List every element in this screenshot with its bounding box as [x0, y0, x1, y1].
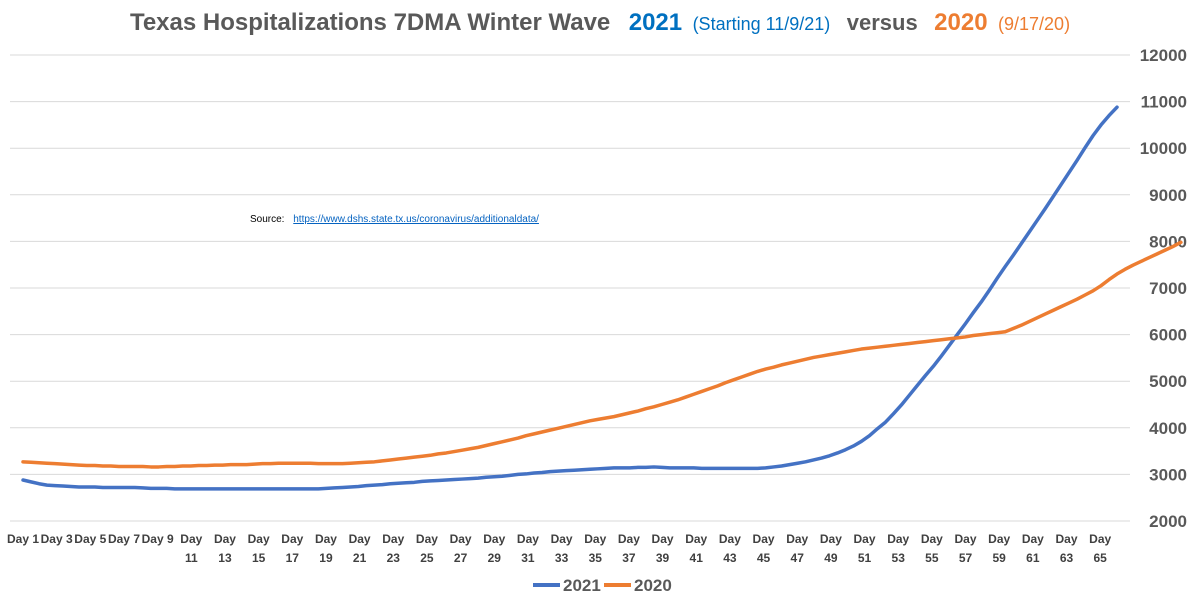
x-tick-label: Day 53	[887, 532, 909, 565]
x-tick-label: Day 41	[685, 532, 707, 565]
y-tick-label: 5000	[1149, 372, 1187, 391]
x-axis: Day 1 Day 3 Day 5 Day 7 Day 9 Day 11 Day 13 Day 15…	[7, 532, 1112, 565]
x-tick-label: Day 5	[74, 532, 106, 546]
source-label: Source:	[250, 214, 284, 225]
x-tick-label: Day 51	[854, 532, 876, 565]
y-tick-label: 6000	[1149, 326, 1187, 345]
x-tick-label: Day 7	[108, 532, 140, 546]
x-tick-label: Day 9	[142, 532, 174, 546]
y-tick-label: 4000	[1149, 419, 1187, 438]
legend: 2021 2020	[533, 576, 672, 595]
legend-2020-label: 2020	[634, 576, 672, 595]
x-tick-label: Day 23	[382, 532, 404, 565]
y-tick-label: 12000	[1140, 46, 1187, 65]
series-line-2021	[21, 105, 1119, 491]
source-link[interactable]: https://www.dshs.state.tx.us/coronavirus…	[293, 214, 539, 225]
source-annotation: Source: https://www.dshs.state.tx.us/cor…	[250, 214, 539, 225]
x-tick-label: Day 3	[41, 532, 73, 546]
x-tick-label: Day 57	[955, 532, 977, 565]
title-main: Texas Hospitalizations 7DMA Winter Wave	[130, 9, 610, 36]
x-tick-label: Day 49	[820, 532, 842, 565]
title-2021-label: 2021	[629, 9, 682, 36]
x-tick-label: Day 31	[517, 532, 539, 565]
x-tick-label: Day 11	[180, 532, 202, 565]
x-tick-label: Day 65	[1089, 532, 1111, 565]
x-tick-label: Day 33	[551, 532, 573, 565]
x-tick-label: Day 25	[416, 532, 438, 565]
x-tick-label: Day 61	[1022, 532, 1044, 565]
y-tick-label: 10000	[1140, 139, 1187, 158]
x-tick-label: Day 17	[281, 532, 303, 565]
title-versus: versus	[847, 10, 918, 35]
x-tick-label: Day 15	[248, 532, 270, 565]
series-group	[21, 105, 1183, 491]
y-tick-label: 3000	[1149, 465, 1187, 484]
title-2021-note: (Starting 11/9/21)	[693, 14, 831, 34]
x-tick-label: Day 27	[450, 532, 472, 565]
y-tick-label: 9000	[1149, 186, 1187, 205]
x-tick-label: Day 43	[719, 532, 741, 565]
y-axis: 2000 3000 4000 5000 6000 7000 8000 9000 10000 110…	[1140, 46, 1187, 531]
x-tick-label: Day 45	[753, 532, 775, 565]
title-2020-note: (9/17/20)	[998, 14, 1070, 34]
y-tick-label: 7000	[1149, 279, 1187, 298]
title-2020-label: 2020	[934, 9, 987, 36]
gridlines	[10, 54, 1130, 522]
y-tick-label: 11000	[1141, 93, 1187, 112]
x-tick-label: Day 39	[652, 532, 674, 565]
x-tick-label: Day 29	[483, 532, 505, 565]
series-line-2020	[21, 240, 1183, 469]
legend-2021-label: 2021	[563, 576, 601, 595]
x-tick-label: Day 21	[349, 532, 371, 565]
y-tick-label: 8000	[1149, 232, 1187, 251]
x-tick-label: Day 63	[1055, 532, 1077, 565]
x-tick-label: Day 55	[921, 532, 943, 565]
x-tick-label: Day 1	[7, 532, 39, 546]
x-tick-label: Day 37	[618, 532, 640, 565]
chart-title: Texas Hospitalizations 7DMA Winter Wave …	[130, 9, 1070, 36]
x-tick-label: Day 59	[988, 532, 1010, 565]
x-tick-label: Day 13	[214, 532, 236, 565]
x-tick-label: Day 19	[315, 532, 337, 565]
x-tick-label: Day 47	[786, 532, 808, 565]
x-tick-label: Day 35	[584, 532, 606, 565]
y-tick-label: 2000	[1149, 512, 1187, 531]
